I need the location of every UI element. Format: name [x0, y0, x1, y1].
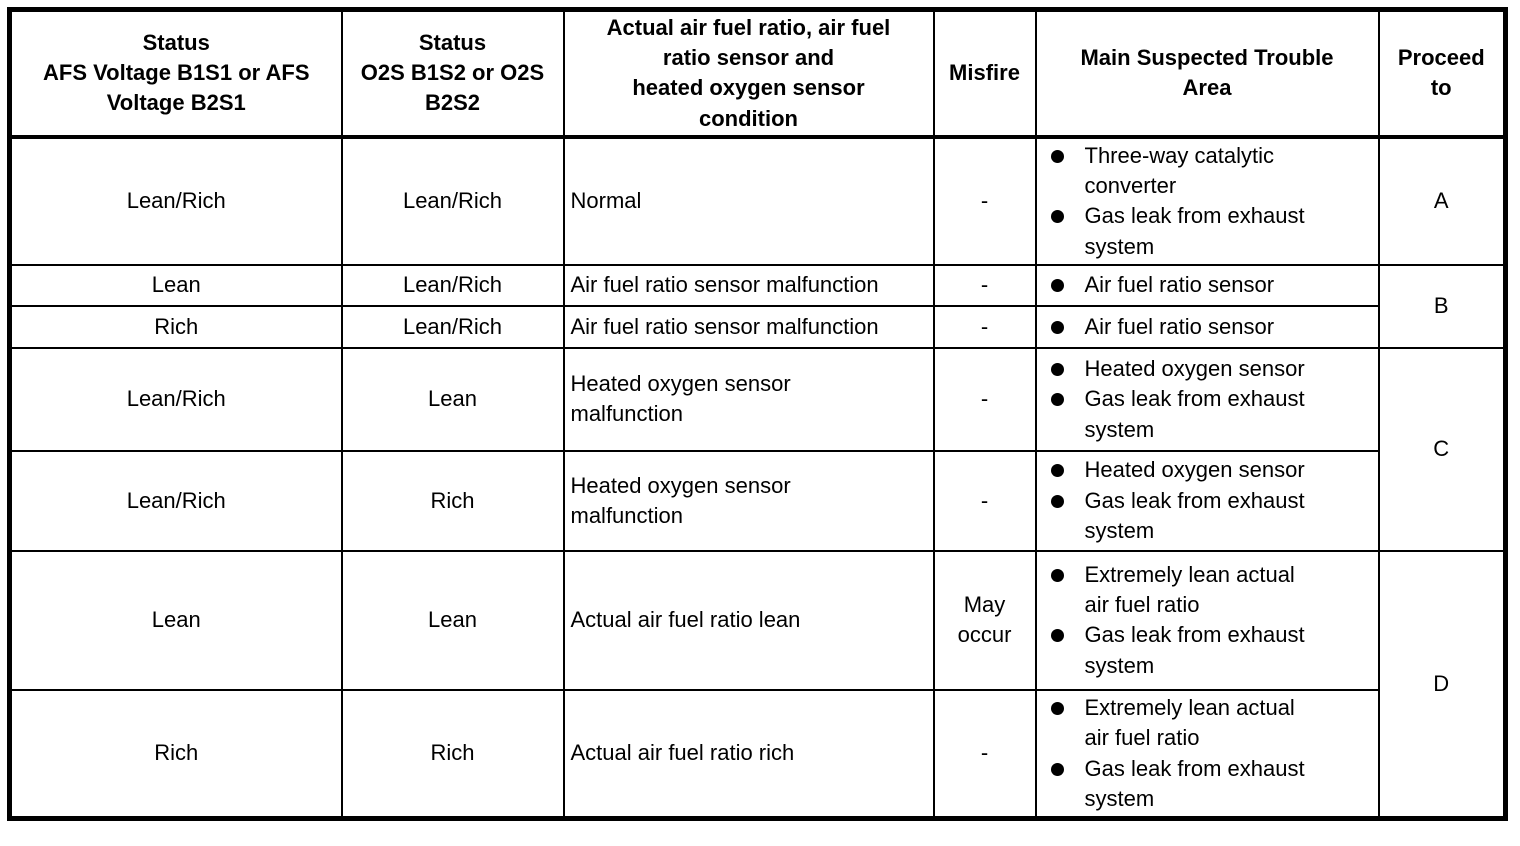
- misfire-cell: May occur: [932, 549, 1037, 691]
- bullet-icon: [1050, 568, 1064, 582]
- col-header-proceed-to: Proceed to: [1377, 8, 1507, 139]
- bullet-icon: [1050, 762, 1064, 776]
- misfire-cell: -: [932, 346, 1037, 452]
- bullet-icon: [1050, 320, 1064, 334]
- table-row: Lean Lean Actual air fuel ratio lean May…: [8, 549, 1507, 820]
- condition-cell: Air fuel ratio sensor malfunction: [562, 304, 935, 349]
- bullet-icon: [1050, 279, 1064, 293]
- proceed-to-cell: A: [1377, 135, 1507, 266]
- o2s-status-cell: Rich: [340, 688, 565, 820]
- bullet-icon: [1050, 701, 1064, 715]
- misfire-cell: -: [932, 263, 1037, 307]
- col-header-afs-status: Status AFS Voltage B1S1 or AFS Voltage B…: [8, 8, 343, 139]
- trouble-area-item: Air fuel ratio sensor: [1038, 312, 1374, 342]
- table-row: Rich Lean/Rich Air fuel ratio sensor mal…: [8, 304, 1506, 349]
- col-header-condition: Actual air fuel ratio, air fuel ratio se…: [562, 8, 935, 139]
- col-header-o2s-status: Status O2S B1S2 or O2S B2S2: [340, 8, 565, 139]
- trouble-area-cell: Heated oxygen sensor Gas leak from exhau…: [1034, 449, 1380, 552]
- trouble-area-cell: Heated oxygen sensor Gas leak from exhau…: [1034, 346, 1380, 452]
- table-row: Lean/Rich Lean Heated oxygen sensor malf…: [8, 346, 1507, 552]
- col-header-trouble-area: Main Suspected Trouble Area: [1034, 8, 1380, 139]
- trouble-area-item: Gas leak from exhaust system: [1038, 620, 1374, 681]
- bullet-icon: [1050, 393, 1064, 407]
- bullet-icon: [1050, 629, 1064, 643]
- trouble-area-cell: Extremely lean actual air fuel ratio Gas…: [1034, 549, 1380, 691]
- trouble-area-cell: Air fuel ratio sensor: [1034, 304, 1380, 349]
- diagnostic-table: Status AFS Voltage B1S1 or AFS Voltage B…: [7, 7, 1508, 822]
- trouble-area-item: Extremely lean actual air fuel ratio: [1038, 560, 1374, 621]
- trouble-area-cell: Three-way catalytic converter Gas leak f…: [1034, 135, 1380, 266]
- bullet-icon: [1050, 149, 1064, 163]
- o2s-status-cell: Rich: [340, 449, 565, 552]
- condition-cell: Normal: [562, 135, 935, 266]
- proceed-to-cell: B: [1377, 263, 1507, 349]
- proceed-to-cell: C: [1377, 346, 1507, 552]
- afs-status-cell: Rich: [8, 304, 343, 349]
- trouble-area-item: Air fuel ratio sensor: [1038, 270, 1374, 300]
- condition-cell: Actual air fuel ratio lean: [562, 549, 935, 691]
- trouble-area-item: Gas leak from exhaust system: [1038, 384, 1374, 445]
- afs-status-cell: Lean: [8, 263, 343, 307]
- col-header-misfire: Misfire: [932, 8, 1037, 139]
- proceed-to-cell: D: [1377, 549, 1507, 820]
- bullet-icon: [1050, 464, 1064, 478]
- bullet-icon: [1050, 210, 1064, 224]
- misfire-cell: -: [932, 449, 1037, 552]
- misfire-cell: -: [932, 688, 1037, 820]
- trouble-area-item: Gas leak from exhaust system: [1038, 201, 1374, 262]
- misfire-cell: -: [932, 304, 1037, 349]
- trouble-area-item: Heated oxygen sensor: [1038, 354, 1374, 384]
- condition-cell: Actual air fuel ratio rich: [562, 688, 935, 820]
- bullet-icon: [1050, 362, 1064, 376]
- trouble-area-item: Extremely lean actual air fuel ratio: [1038, 693, 1374, 754]
- o2s-status-cell: Lean/Rich: [340, 304, 565, 349]
- table-row: Lean/Rich Lean/Rich Normal - Three-way c…: [8, 135, 1507, 266]
- page: Status AFS Voltage B1S1 or AFS Voltage B…: [7, 7, 1508, 822]
- condition-cell: Heated oxygen sensor malfunction: [562, 449, 935, 552]
- table-row: Rich Rich Actual air fuel ratio rich - E…: [8, 688, 1506, 820]
- trouble-area-item: Gas leak from exhaust system: [1038, 486, 1374, 547]
- afs-status-cell: Rich: [8, 688, 343, 820]
- afs-status-cell: Lean/Rich: [8, 449, 343, 552]
- afs-status-cell: Lean/Rich: [8, 346, 343, 452]
- condition-cell: Heated oxygen sensor malfunction: [562, 346, 935, 452]
- o2s-status-cell: Lean: [340, 346, 565, 452]
- condition-cell: Air fuel ratio sensor malfunction: [562, 263, 935, 307]
- bullet-icon: [1050, 494, 1064, 508]
- trouble-area-cell: Extremely lean actual air fuel ratio Gas…: [1034, 688, 1380, 820]
- o2s-status-cell: Lean/Rich: [340, 135, 565, 266]
- trouble-area-item: Three-way catalytic converter: [1038, 141, 1374, 202]
- trouble-area-item: Gas leak from exhaust system: [1038, 754, 1374, 815]
- o2s-status-cell: Lean: [340, 549, 565, 691]
- trouble-area-item: Heated oxygen sensor: [1038, 455, 1374, 485]
- o2s-status-cell: Lean/Rich: [340, 263, 565, 307]
- table-row: Lean/Rich Rich Heated oxygen sensor malf…: [8, 449, 1506, 552]
- misfire-cell: -: [932, 135, 1037, 266]
- table-row: Lean Lean/Rich Air fuel ratio sensor mal…: [8, 263, 1507, 349]
- header-row: Status AFS Voltage B1S1 or AFS Voltage B…: [8, 8, 1507, 139]
- trouble-area-cell: Air fuel ratio sensor: [1034, 263, 1380, 307]
- afs-status-cell: Lean: [8, 549, 343, 691]
- afs-status-cell: Lean/Rich: [8, 135, 343, 266]
